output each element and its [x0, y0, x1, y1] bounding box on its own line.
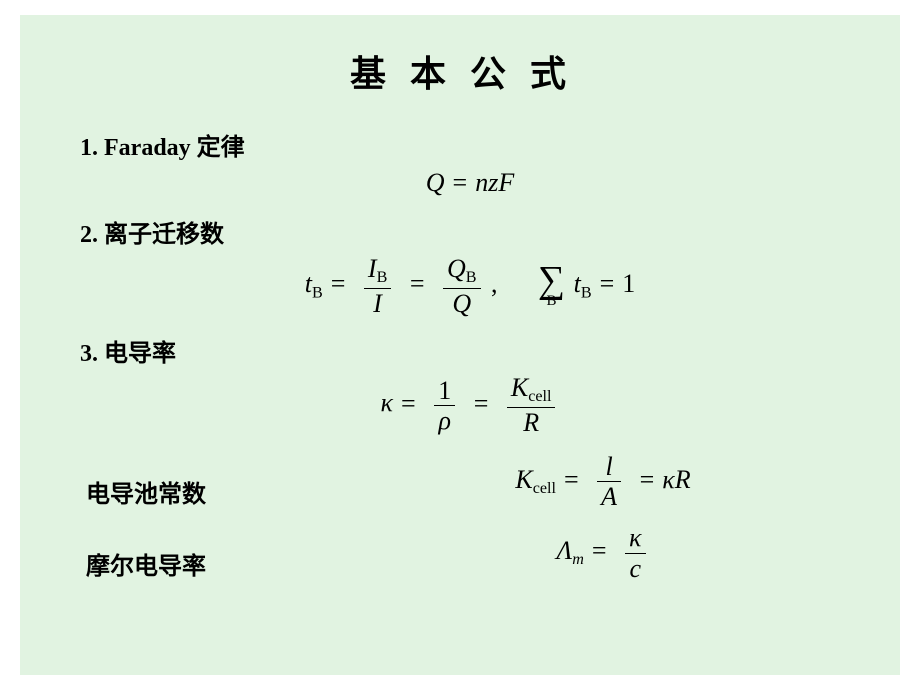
item-3-sub-2-formula: Λm= κc	[556, 524, 649, 582]
item-1-formula-row: Q=nzF	[80, 168, 860, 198]
item-3-formula-row: κ= 1ρ = KcellR	[80, 374, 860, 436]
item-1-label: Faraday 定律	[104, 135, 245, 161]
item-3-label: 电导率	[104, 341, 176, 367]
slide-title: 基本公式	[80, 45, 860, 97]
item-3-sub-1-label: 电导池常数	[86, 474, 346, 509]
item-3-heading: 3. 电导率	[80, 333, 860, 368]
item-3-sub-2: 摩尔电导率 Λm= κc	[80, 524, 860, 582]
item-3-sub-1-formula: Kcell= lA =κR	[515, 453, 690, 511]
item-3-formula: κ= 1ρ = KcellR	[381, 374, 560, 436]
item-2-heading: 2. 离子迁移数	[80, 214, 860, 249]
item-2-label: 离子迁移数	[104, 222, 224, 248]
item-2-formula-row: tB= IBI = QBQ , ∑B tB=1	[80, 255, 860, 317]
item-2-number: 2.	[80, 222, 98, 248]
item-1-number: 1.	[80, 135, 98, 161]
item-3-sub-2-label: 摩尔电导率	[86, 546, 346, 581]
slide: 基本公式 1. Faraday 定律 Q=nzF 2. 离子迁移数 tB= IB…	[20, 15, 900, 675]
item-1-formula: Q=nzF	[426, 168, 514, 198]
item-1-heading: 1. Faraday 定律	[80, 127, 860, 162]
item-3-number: 3.	[80, 341, 98, 367]
item-2-formula: tB= IBI = QBQ , ∑B tB=1	[305, 255, 636, 317]
item-3-sub-1: 电导池常数 Kcell= lA =κR	[80, 453, 860, 511]
